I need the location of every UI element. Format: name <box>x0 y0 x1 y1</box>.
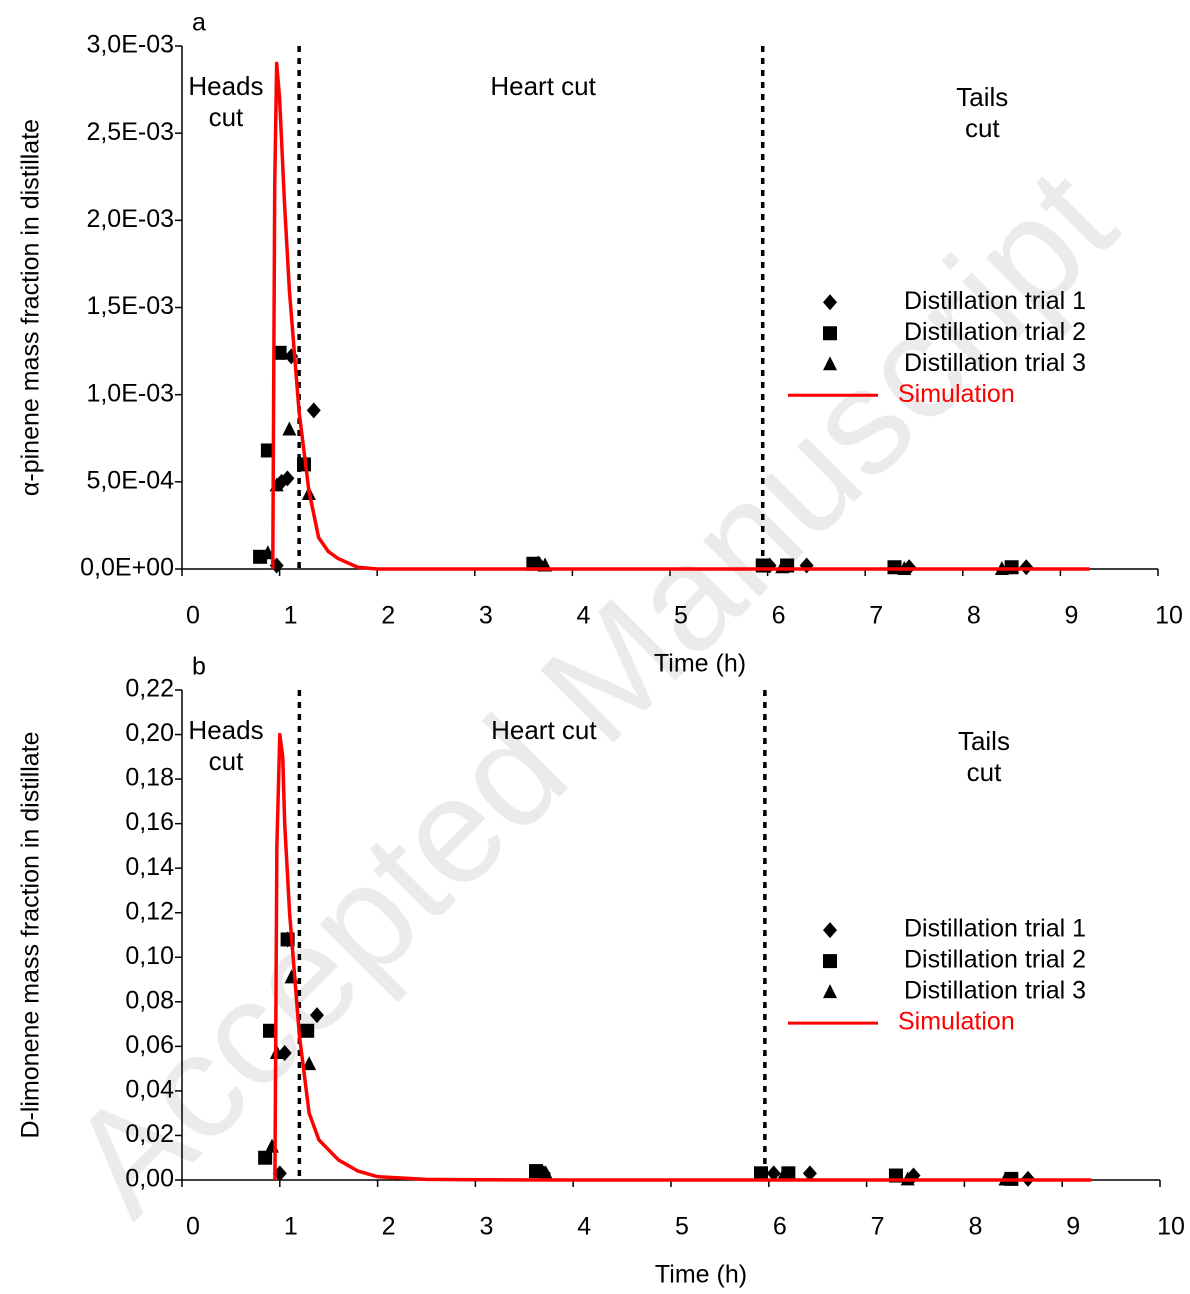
y-tick-label: 0,04 <box>125 1076 174 1104</box>
legend-label: Distillation trial 2 <box>904 946 1086 974</box>
marker-triangle <box>776 1167 791 1182</box>
marker-diamond <box>309 1007 324 1024</box>
legend-label: Distillation trial 1 <box>904 915 1086 943</box>
x-tick-label: 4 <box>576 602 590 630</box>
x-tick-label: 5 <box>674 602 688 630</box>
y-tick-label: 0,18 <box>125 764 174 792</box>
x-axis-title: Time (h) <box>655 1261 747 1289</box>
panel-label: a <box>192 9 206 37</box>
y-tick-label: 0,22 <box>125 675 174 703</box>
marker-square <box>258 1150 273 1165</box>
legend-marker <box>823 356 837 371</box>
legend-marker <box>823 294 837 311</box>
region-label: Heads cut <box>188 715 264 776</box>
simulation-line <box>271 61 1090 571</box>
x-tick-label: 9 <box>1066 1213 1080 1241</box>
x-tick-label: 2 <box>382 1213 396 1241</box>
marker-triangle <box>282 421 297 436</box>
y-tick-label: 5,0E-04 <box>86 466 174 494</box>
y-tick-label: 0,20 <box>125 719 174 747</box>
x-tick-label: 0 <box>186 1213 200 1241</box>
marker-square <box>272 345 287 360</box>
y-tick-label: 2,5E-03 <box>86 118 174 146</box>
y-tick-label: 3,0E-03 <box>86 31 174 59</box>
region-label: Tails cut <box>956 82 1009 143</box>
x-tick-label: 1 <box>284 1213 298 1241</box>
y-tick-label: 1,0E-03 <box>86 379 174 407</box>
marker-triangle <box>302 1056 317 1071</box>
marker-diamond <box>766 1165 781 1182</box>
x-tick-label: 6 <box>773 1213 787 1241</box>
y-tick-label: 0,02 <box>125 1120 174 1148</box>
x-tick-label: 8 <box>967 602 981 630</box>
region-label: Heart cut <box>490 71 596 101</box>
y-tick-label: 0,06 <box>125 1031 174 1059</box>
legend-marker <box>823 954 837 969</box>
x-tick-label: 7 <box>871 1213 885 1241</box>
x-tick-label: 7 <box>869 602 883 630</box>
marker-diamond <box>802 1165 817 1182</box>
marker-square <box>300 1023 315 1038</box>
x-tick-label: 4 <box>577 1213 591 1241</box>
legend-label: Distillation trial 3 <box>904 977 1086 1005</box>
y-tick-label: 0,12 <box>125 897 174 925</box>
marker-diamond <box>280 470 295 487</box>
legend-label: Simulation <box>898 1008 1015 1036</box>
x-tick-label: 3 <box>479 1213 493 1241</box>
region-label: Heart cut <box>491 715 597 745</box>
x-tick-label: 0 <box>186 602 200 630</box>
legend-marker <box>823 984 837 999</box>
legend-marker <box>823 326 837 341</box>
x-tick-label: 2 <box>381 602 395 630</box>
x-tick-label: 3 <box>479 602 493 630</box>
x-tick-label: 10 <box>1157 1213 1185 1241</box>
panel-label: b <box>192 653 206 681</box>
x-tick-label: 9 <box>1064 602 1078 630</box>
x-tick-label: 8 <box>968 1213 982 1241</box>
y-tick-label: 0,00 <box>125 1165 174 1193</box>
region-label: Tails cut <box>957 726 1010 787</box>
marker-diamond <box>306 402 321 419</box>
y-tick-label: 2,0E-03 <box>86 205 174 233</box>
legend-marker <box>823 922 837 939</box>
y-tick-label: 0,10 <box>125 942 174 970</box>
x-tick-label: 1 <box>284 602 298 630</box>
x-tick-label: 5 <box>675 1213 689 1241</box>
y-tick-label: 0,16 <box>125 808 174 836</box>
legend-label: Distillation trial 2 <box>904 318 1086 346</box>
y-tick-label: 1,5E-03 <box>86 292 174 320</box>
marker-triangle <box>538 1165 553 1180</box>
legend-label: Distillation trial 1 <box>904 287 1086 315</box>
x-axis-title: Time (h) <box>654 650 746 678</box>
marker-square <box>253 549 268 564</box>
x-tick-label: 10 <box>1155 602 1183 630</box>
y-tick-label: 0,14 <box>125 853 174 881</box>
y-axis-title: α-pinene mass fraction in distillate <box>17 119 45 496</box>
legend-label: Simulation <box>898 380 1015 408</box>
marker-square <box>263 1023 278 1038</box>
marker-square <box>260 443 275 458</box>
y-axis-title: D-limonene mass fraction in distillate <box>17 731 45 1138</box>
marker-square <box>529 1164 544 1179</box>
y-tick-label: 0,08 <box>125 986 174 1014</box>
y-tick-label: 0,0E+00 <box>80 554 174 582</box>
simulation-line <box>273 732 1092 1182</box>
marker-square <box>753 1166 768 1181</box>
legend-label: Distillation trial 3 <box>904 349 1086 377</box>
region-label: Heads cut <box>188 71 264 132</box>
x-tick-label: 6 <box>772 602 786 630</box>
